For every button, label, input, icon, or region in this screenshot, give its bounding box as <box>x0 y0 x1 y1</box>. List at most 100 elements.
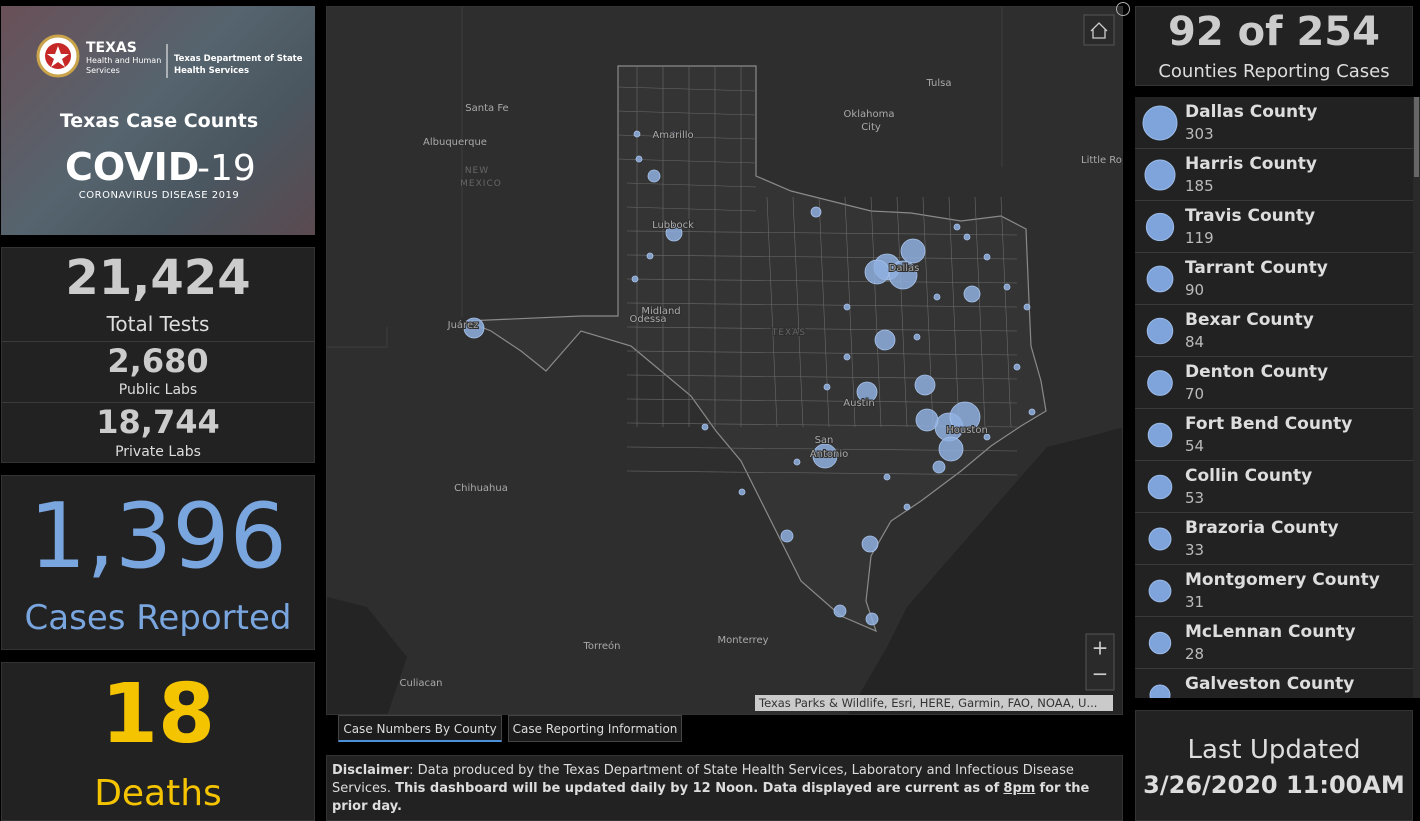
map-label: Amarillo <box>652 130 693 141</box>
county-marker <box>1146 265 1174 293</box>
county-circle <box>1148 527 1172 551</box>
county-row: Harris County 185 <box>1135 149 1413 201</box>
county-name: Travis County <box>1185 206 1316 226</box>
map-label: San <box>815 435 834 446</box>
expand-icon[interactable] <box>1116 2 1130 16</box>
county-name: Dallas County <box>1185 102 1318 122</box>
county-name: Denton County <box>1185 362 1329 382</box>
last-updated-label: Last Updated <box>1187 735 1361 765</box>
zoom-in[interactable]: + <box>1092 636 1109 660</box>
county-dot <box>810 206 822 218</box>
counties-reporting-label: Counties Reporting Cases <box>1158 61 1390 82</box>
disclaimer-text: : Data produced by the Texas Department … <box>332 763 1074 796</box>
county-name: Brazoria County <box>1185 518 1339 538</box>
private-labs-label: Private Labs <box>115 444 201 460</box>
county-line <box>626 374 1018 380</box>
zoom-out[interactable]: − <box>1092 662 1109 686</box>
county-dot <box>933 293 941 301</box>
map-label: Antonio <box>810 449 848 460</box>
county-circle <box>1142 105 1178 141</box>
county-dot <box>883 473 891 481</box>
county-line <box>626 326 1018 332</box>
county-name: Collin County <box>1185 466 1313 486</box>
county-dot <box>865 612 879 626</box>
map: Santa Fe Albuquerque NEW MEXICO Oklahoma City… <box>327 7 1122 714</box>
county-dot <box>874 329 896 351</box>
separator <box>2 341 314 342</box>
county-dot <box>903 503 911 511</box>
county-row: Galveston County <box>1135 669 1413 698</box>
private-labs-value: 18,744 <box>96 403 220 441</box>
county-marker <box>1145 212 1175 242</box>
county-circle <box>1148 579 1172 603</box>
county-circle <box>1147 370 1173 396</box>
map-label: City <box>861 122 881 133</box>
county-dot <box>938 436 964 462</box>
attribution-bg <box>755 695 1113 711</box>
county-dot <box>1028 408 1036 416</box>
county-line <box>974 196 986 428</box>
logo-art: TEXAS Health and Human Services Texas De… <box>36 34 303 201</box>
county-dot <box>983 433 991 441</box>
last-updated-panel: Last Updated 3/26/2020 11:00AM <box>1135 710 1413 821</box>
county-row: Travis County 119 <box>1135 201 1413 253</box>
water <box>327 427 1122 714</box>
county-dot <box>963 233 971 241</box>
county-circle <box>1146 317 1174 345</box>
disclaimer-notice: for the prior day. <box>332 781 1090 814</box>
map-label: Santa Fe <box>465 103 508 114</box>
county-row: Bexar County 84 <box>1135 305 1413 357</box>
county-line <box>626 254 1018 260</box>
disclaimer-time: 8pm <box>1003 781 1036 796</box>
county-line <box>626 350 1018 356</box>
county-name: Montgomery County <box>1185 570 1380 590</box>
county-line <box>626 206 757 212</box>
county-dot <box>635 155 643 163</box>
disclaimer-notice: This dashboard will be updated daily by … <box>395 781 1000 796</box>
cases-panel: 1,396 Cases Reported <box>1 475 315 650</box>
county-line <box>626 470 1018 476</box>
home-button[interactable] <box>1083 14 1115 46</box>
county-dot <box>856 381 878 403</box>
county-line <box>626 278 1018 284</box>
disclaimer-label: Disclaimer <box>332 763 410 778</box>
county-value: 119 <box>1185 229 1214 247</box>
county-marker <box>1146 317 1174 345</box>
county-marker <box>1148 527 1172 551</box>
county-line <box>1000 196 1012 428</box>
map-label: Juárez <box>447 319 479 331</box>
county-value: 54 <box>1185 437 1205 455</box>
county-marker <box>1147 422 1173 448</box>
county-marker <box>1149 684 1171 698</box>
county-dot <box>843 353 851 361</box>
county-circle <box>1146 265 1174 293</box>
tab[interactable]: Case Reporting Information <box>508 715 682 742</box>
county-circle <box>1148 631 1172 655</box>
county-circle <box>1147 422 1173 448</box>
county-value: 28 <box>1185 645 1205 663</box>
map-label: Austin <box>843 398 874 409</box>
county-name: Bexar County <box>1185 310 1314 330</box>
county-dot <box>1023 303 1031 311</box>
county-dot <box>900 238 926 264</box>
county-row: Tarrant County 90 <box>1135 253 1413 305</box>
county-line <box>617 134 757 140</box>
county-value: 185 <box>1185 177 1214 195</box>
home-icon <box>1090 22 1108 39</box>
scroll-thumb[interactable] <box>1414 97 1419 177</box>
tab-active[interactable]: Case Numbers By County <box>338 715 502 742</box>
cases-label: Cases Reported <box>24 598 292 638</box>
county-row: Dallas County 303 <box>1135 97 1413 149</box>
logo-panel: TEXAS Health and Human Services Texas De… <box>1 6 315 235</box>
county-dot <box>738 488 746 496</box>
county-dot <box>953 223 961 231</box>
map-label: Albuquerque <box>423 137 487 148</box>
county-value: 53 <box>1185 489 1205 507</box>
map-label: NEW <box>465 166 489 176</box>
county-value: 33 <box>1185 541 1205 559</box>
county-dot <box>793 458 801 466</box>
county-dot <box>646 252 654 260</box>
county-row: Fort Bend County 54 <box>1135 409 1413 461</box>
texas-outline <box>465 65 1047 633</box>
